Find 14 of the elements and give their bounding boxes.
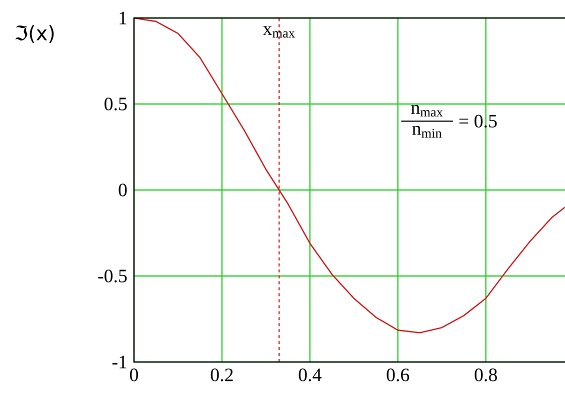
annotation: n$_{min}$ xyxy=(412,126,442,138)
x-tick-label: 0.2 xyxy=(210,368,233,382)
annotation: n$_{max}$ xyxy=(411,104,443,117)
y-tick-label: 0 xyxy=(118,184,127,196)
ref-line-label: x$_{max}$ xyxy=(262,26,295,38)
x-tick-label: 0.8 xyxy=(474,368,497,382)
x-tick-label: 0.6 xyxy=(386,368,410,382)
x-tick-label: 0 xyxy=(130,368,138,382)
y-tick-label: -0.5 xyxy=(98,270,127,282)
y-tick-label: 1 xyxy=(120,12,126,24)
y-tick-label: 0.5 xyxy=(104,98,127,110)
y-axis-title: ℑ(x) xyxy=(15,25,54,43)
y-tick-label: -1 xyxy=(112,356,126,368)
x-tick-label: 0.4 xyxy=(298,368,322,382)
